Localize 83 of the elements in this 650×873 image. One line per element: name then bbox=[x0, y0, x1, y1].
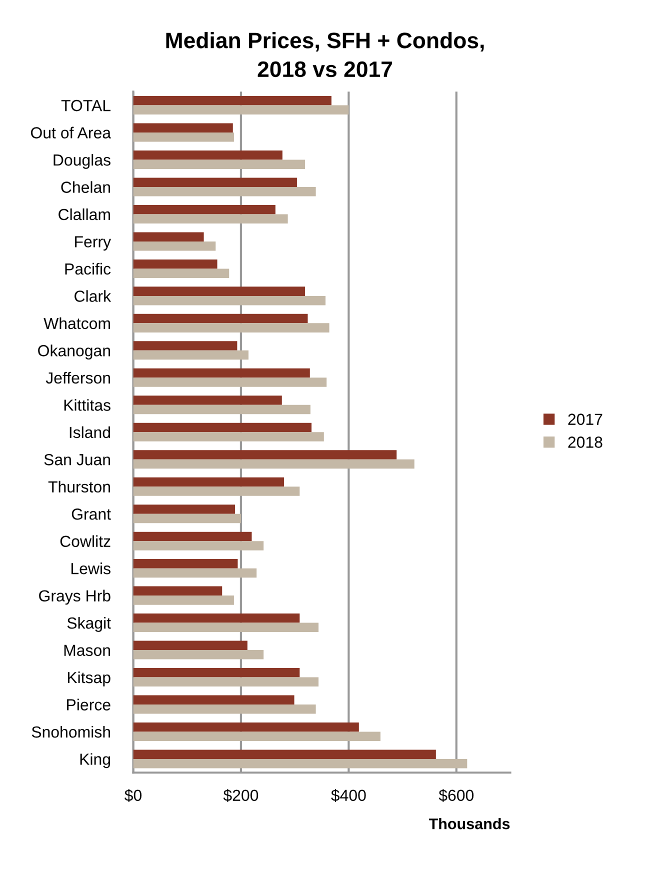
y-tick-label: Whatcom bbox=[44, 317, 110, 330]
x-tick-label: $200 bbox=[223, 789, 258, 802]
bar bbox=[133, 568, 257, 578]
bar bbox=[133, 541, 264, 550]
y-tick-label: Cowlitz bbox=[60, 535, 110, 548]
bar bbox=[133, 532, 252, 542]
bar bbox=[133, 622, 319, 632]
bar bbox=[133, 178, 297, 187]
bar bbox=[133, 459, 414, 469]
bar bbox=[133, 160, 306, 170]
bar bbox=[133, 432, 324, 442]
y-tick-label: Skagit bbox=[67, 617, 111, 632]
bar bbox=[133, 186, 316, 196]
y-tick-label: Okanogan bbox=[38, 344, 110, 360]
bar bbox=[133, 204, 276, 214]
bar bbox=[133, 214, 288, 224]
bar bbox=[133, 368, 310, 378]
bar bbox=[133, 614, 300, 623]
y-tick-label: TOTAL bbox=[61, 100, 110, 112]
x-tick-label: $400 bbox=[331, 789, 366, 802]
y-tick-label: Grant bbox=[72, 508, 111, 520]
bar bbox=[133, 259, 218, 269]
bar bbox=[133, 732, 380, 742]
legend-label: 2017 bbox=[568, 414, 602, 425]
bar bbox=[133, 650, 264, 660]
y-tick-label: Out of Area bbox=[30, 126, 112, 138]
x-axis-title: Thousands bbox=[428, 818, 510, 830]
bar bbox=[133, 722, 359, 732]
bar bbox=[133, 132, 234, 142]
bar bbox=[133, 341, 238, 350]
bar bbox=[133, 758, 468, 768]
bar bbox=[133, 96, 332, 106]
y-tick-label: Kittitas bbox=[64, 399, 110, 411]
bar bbox=[133, 296, 326, 306]
bar bbox=[133, 232, 204, 242]
bar bbox=[133, 314, 308, 324]
bar bbox=[133, 668, 300, 678]
bar bbox=[133, 504, 236, 514]
y-tick-label: Lewis bbox=[72, 562, 110, 574]
bar bbox=[133, 378, 327, 387]
y-tick-label: Mason bbox=[64, 644, 110, 656]
bar bbox=[133, 704, 316, 714]
bar bbox=[133, 323, 330, 332]
bar bbox=[133, 695, 294, 705]
y-tick-label: Clark bbox=[74, 290, 112, 302]
bar bbox=[133, 477, 284, 487]
bar bbox=[133, 396, 282, 405]
y-tick-label: King bbox=[80, 753, 110, 768]
chart-title: Median Prices, SFH + Condos, 2018 vs 2017 bbox=[166, 32, 484, 78]
y-tick-label: Douglas bbox=[54, 154, 110, 169]
y-tick-label: Kitsap bbox=[68, 671, 110, 686]
bar bbox=[133, 241, 216, 251]
bar bbox=[133, 677, 319, 687]
y-tick-label: Grays Hrb bbox=[39, 590, 110, 605]
bar bbox=[133, 450, 397, 460]
bar bbox=[133, 350, 249, 360]
y-tick-label: Clallam bbox=[58, 208, 110, 220]
bar bbox=[133, 514, 241, 524]
y-tick-label: Pierce bbox=[67, 698, 110, 710]
bar bbox=[133, 286, 306, 296]
legend-label: 2018 bbox=[568, 436, 602, 448]
bar bbox=[133, 150, 282, 160]
x-tick-label: $0 bbox=[124, 789, 142, 802]
y-tick-label: Jefferson bbox=[46, 372, 110, 384]
y-tick-label: Island bbox=[70, 426, 110, 438]
bar bbox=[133, 422, 312, 432]
bar bbox=[133, 750, 436, 759]
y-tick-label: Thurston bbox=[48, 480, 110, 493]
y-tick-label: Snohomish bbox=[32, 726, 110, 738]
bar bbox=[133, 559, 238, 568]
bar bbox=[133, 486, 300, 496]
bar bbox=[133, 123, 233, 133]
bar bbox=[133, 596, 234, 605]
y-tick-label: Chelan bbox=[61, 181, 110, 193]
bar bbox=[133, 404, 310, 414]
y-tick-label: Pacific bbox=[65, 262, 111, 275]
bar bbox=[133, 640, 248, 650]
bar bbox=[133, 105, 349, 115]
bar bbox=[133, 268, 230, 278]
y-tick-label: San Juan bbox=[44, 454, 110, 466]
bar bbox=[133, 586, 222, 596]
x-tick-label: $600 bbox=[438, 789, 474, 802]
y-tick-label: Ferry bbox=[75, 236, 111, 251]
